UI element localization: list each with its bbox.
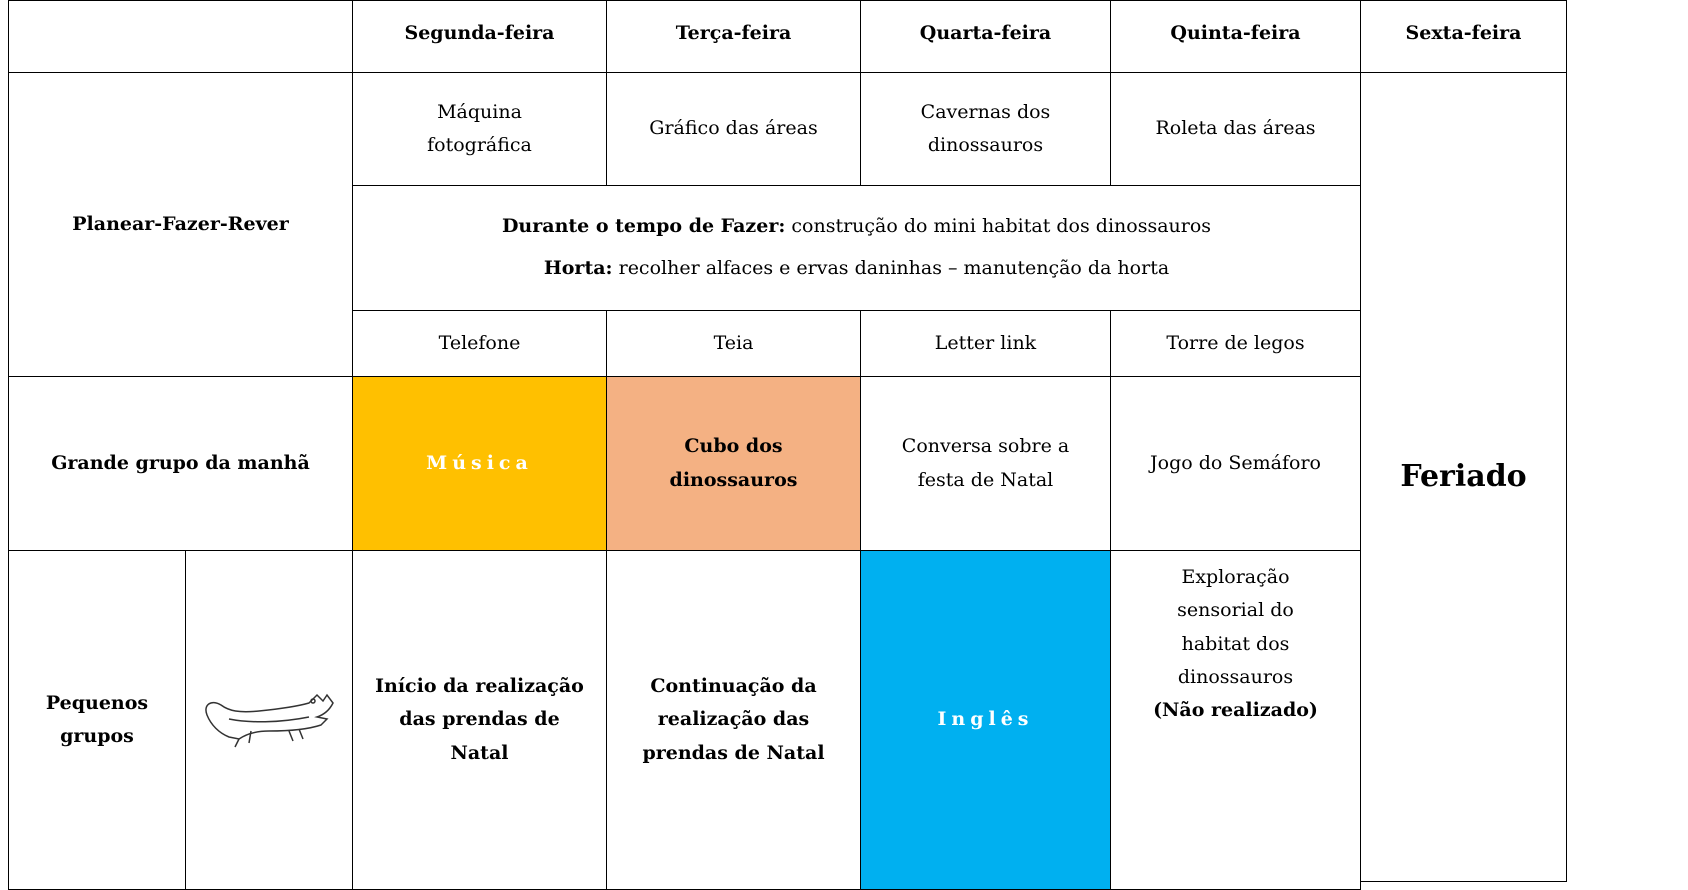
cell: Exploração sensorial do habitat dos dino… <box>1110 550 1361 890</box>
activity: Continuação da realização das prendas de… <box>642 675 825 764</box>
day-label: Quarta-feira <box>919 22 1052 44</box>
activity: Telefone <box>438 331 521 354</box>
activity-note: (Não realizado) <box>1153 699 1318 721</box>
activity: Música <box>426 451 533 474</box>
row-label-text: Pequenos grupos <box>45 691 149 747</box>
activity: Início da realização das prendas de Nata… <box>375 675 584 764</box>
cell: Gráfico das áreas <box>606 72 861 186</box>
row-label: Pequenos grupos <box>8 550 186 890</box>
activity: Torre de legos <box>1166 331 1305 354</box>
day-header: Sexta-feira <box>1360 0 1567 73</box>
activity: Jogo do Semáforo <box>1150 451 1321 474</box>
activity: Letter link <box>934 331 1037 354</box>
day-header: Quinta-feira <box>1110 0 1361 73</box>
day-label: Terça-feira <box>675 22 792 44</box>
note-label: Horta: <box>543 257 613 279</box>
note-line: Durante o tempo de Fazer: construção do … <box>502 206 1211 248</box>
cell: Início da realização das prendas de Nata… <box>352 550 607 890</box>
day-label: Segunda-feira <box>404 22 555 44</box>
row-label-text: Planear-Fazer-Rever <box>72 212 289 235</box>
activity: Teia <box>713 331 754 354</box>
cell: Música <box>352 376 607 551</box>
activity: Máquina fotográfica <box>427 100 532 156</box>
holiday-cell: Feriado <box>1360 72 1567 882</box>
note-label: Durante o tempo de Fazer: <box>501 215 786 238</box>
activity: Exploração sensorial do habitat dos dino… <box>1177 566 1294 688</box>
day-header: Terça-feira <box>606 0 861 73</box>
activity: Cavernas dos dinossauros <box>920 100 1051 156</box>
note-line: Horta: recolher alfaces e ervas daninhas… <box>544 248 1169 290</box>
row-label-text: Grande grupo da manhã <box>51 451 310 474</box>
cell: Torre de legos <box>1110 310 1361 377</box>
crocodile-icon <box>205 693 334 748</box>
cell: Teia <box>606 310 861 377</box>
holiday: Feriado <box>1400 458 1527 494</box>
day-label: Quinta-feira <box>1170 22 1301 44</box>
cell: Máquina fotográfica <box>352 72 607 186</box>
note-text: recolher alfaces e ervas daninhas – manu… <box>618 257 1170 279</box>
cell: Jogo do Semáforo <box>1110 376 1361 551</box>
cell: Conversa sobre a festa de Natal <box>860 376 1111 551</box>
row-label: Planear-Fazer-Rever <box>8 72 353 377</box>
day-label: Sexta-feira <box>1405 22 1522 44</box>
cell: Letter link <box>860 310 1111 377</box>
day-header: Quarta-feira <box>860 0 1111 73</box>
cell: Inglês <box>860 550 1111 890</box>
cell: Cubo dos dinossauros <box>606 376 861 551</box>
cell: Continuação da realização das prendas de… <box>606 550 861 890</box>
row-label: Grande grupo da manhã <box>8 376 353 551</box>
cell: Durante o tempo de Fazer: construção do … <box>352 185 1361 311</box>
activity: Cubo dos dinossauros <box>669 435 798 491</box>
cell: Roleta das áreas <box>1110 72 1361 186</box>
corner-cell <box>8 0 353 73</box>
day-header: Segunda-feira <box>352 0 607 73</box>
icon-cell <box>185 550 353 890</box>
cell: Cavernas dos dinossauros <box>860 72 1111 186</box>
note-text: construção do mini habitat dos dinossaur… <box>791 215 1212 238</box>
activity: Conversa sobre a festa de Natal <box>901 435 1070 491</box>
activity: Roleta das áreas <box>1155 117 1316 140</box>
activity: Gráfico das áreas <box>649 117 818 140</box>
activity: Inglês <box>937 708 1034 731</box>
cell: Telefone <box>352 310 607 377</box>
